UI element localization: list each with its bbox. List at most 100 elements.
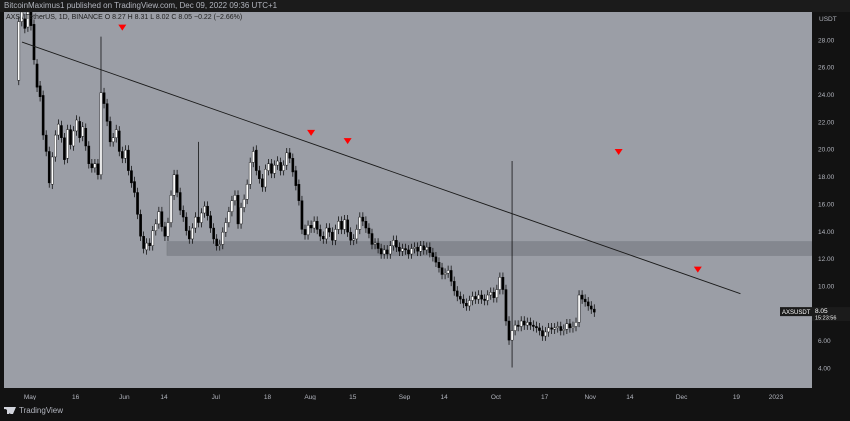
candle-down [254, 149, 258, 171]
candle-down [568, 323, 572, 329]
candle-up [194, 216, 197, 229]
candle-up [154, 223, 158, 231]
candle-down [586, 301, 590, 307]
candle-down [60, 125, 63, 138]
candle-down [522, 320, 526, 326]
candle-up [495, 289, 499, 298]
tradingview-logo-text: TradingView [19, 406, 64, 415]
candle-up [352, 238, 356, 241]
price-axis-labels: 4.006.008.0010.0012.0014.0016.0018.0020.… [812, 16, 850, 372]
candle-down [206, 205, 209, 216]
candle-up [230, 200, 234, 212]
candle-down [121, 151, 124, 159]
tradingview-logo-icon [4, 407, 16, 414]
candle-down [209, 215, 212, 229]
candle-up [337, 220, 340, 230]
candle-up [239, 207, 243, 225]
candle-down [385, 249, 389, 255]
candle-up [544, 331, 547, 337]
candle-down [492, 292, 496, 298]
candle-up [285, 152, 289, 166]
candle-down [532, 324, 535, 327]
price-tick-label: 20.00 [818, 147, 835, 154]
price-axis[interactable]: 4.006.008.0010.0012.0014.0016.0018.0020.… [812, 12, 850, 399]
candle-down [47, 151, 51, 184]
rejection-marker [614, 149, 623, 156]
candle-down [318, 229, 322, 237]
time-tick-label: Dec [676, 394, 688, 401]
candle-up [169, 195, 173, 223]
candle-down [297, 184, 301, 201]
candle-down [422, 245, 426, 251]
candle-up [525, 322, 529, 326]
time-axis[interactable]: May 16 Jun 14 Jul 18 Aug 15 Sep 14 Oct 17 Nov 14 Dec 19… [4, 388, 826, 401]
tradingview-logo[interactable]: TradingView [4, 406, 63, 415]
candle-down [315, 220, 319, 230]
candle-up [151, 230, 155, 247]
candle-down [398, 246, 401, 252]
candle-up [276, 160, 279, 166]
candle-down [452, 281, 456, 292]
candle-down [504, 289, 508, 322]
candle-down [431, 252, 435, 257]
candle-up [124, 149, 127, 159]
candle-down [133, 181, 136, 193]
candle-up [547, 327, 550, 333]
candle-down [236, 195, 240, 225]
candle-down [69, 129, 72, 145]
candle-up [157, 211, 161, 225]
time-tick-label: Jun [119, 394, 130, 401]
candle-up [388, 245, 392, 255]
candle-up [510, 330, 514, 341]
candle-down [178, 192, 182, 211]
candle-down [148, 242, 152, 247]
candle-down [580, 294, 584, 300]
candle-up [221, 231, 225, 245]
candle-up [218, 244, 222, 247]
candle-down [87, 145, 91, 164]
price-tick-label: 24.00 [818, 92, 835, 99]
candle-up [443, 272, 447, 275]
time-tick-label: Oct [491, 394, 501, 401]
candle-down [346, 219, 349, 233]
candle-up [242, 199, 246, 208]
candle-down [117, 130, 121, 152]
candle-down [535, 326, 538, 329]
candle-down [35, 63, 39, 88]
candle-down [63, 137, 66, 160]
price-tick-label: 14.00 [818, 229, 835, 236]
time-tick-label: 15 [349, 394, 357, 401]
price-tick-label: 10.00 [818, 283, 835, 290]
candle-down [529, 322, 532, 326]
price-tick-label: 18.00 [818, 174, 835, 181]
candle-down [102, 92, 106, 104]
candle-up [251, 151, 255, 163]
ohlc-legend: AXS / TetherUS, 1D, BINANCE O 8.27 H 8.3… [6, 14, 242, 21]
currency-label: USDT [819, 16, 837, 23]
candle-down [41, 95, 45, 136]
candle-down [370, 233, 374, 245]
candle-up [410, 248, 413, 255]
time-tick-label: 14 [441, 394, 449, 401]
rejection-marker [118, 24, 127, 31]
candle-up [17, 21, 21, 81]
candle-down [23, 18, 27, 29]
candle-up [571, 326, 575, 329]
candle-up [72, 130, 75, 147]
candle-up [553, 327, 556, 330]
candle-down [480, 294, 483, 300]
publisher-bar: BitcoinMaximus1 published on TradingView… [0, 0, 850, 12]
candle-down [501, 277, 505, 290]
symbol-label[interactable]: AXS / TetherUS, 1D, BINANCE [6, 14, 103, 21]
candle-down [589, 305, 593, 310]
candle-up [99, 92, 103, 175]
candle-up [334, 229, 337, 241]
candle-down [142, 236, 145, 249]
candle-up [166, 222, 170, 237]
price-tick-label: 4.00 [818, 365, 831, 372]
chart-plot-area[interactable]: AXSUSDT [4, 7, 813, 399]
candle-up [248, 162, 252, 185]
candle-up [355, 229, 359, 240]
candle-up [227, 211, 231, 223]
candle-up [446, 270, 450, 274]
